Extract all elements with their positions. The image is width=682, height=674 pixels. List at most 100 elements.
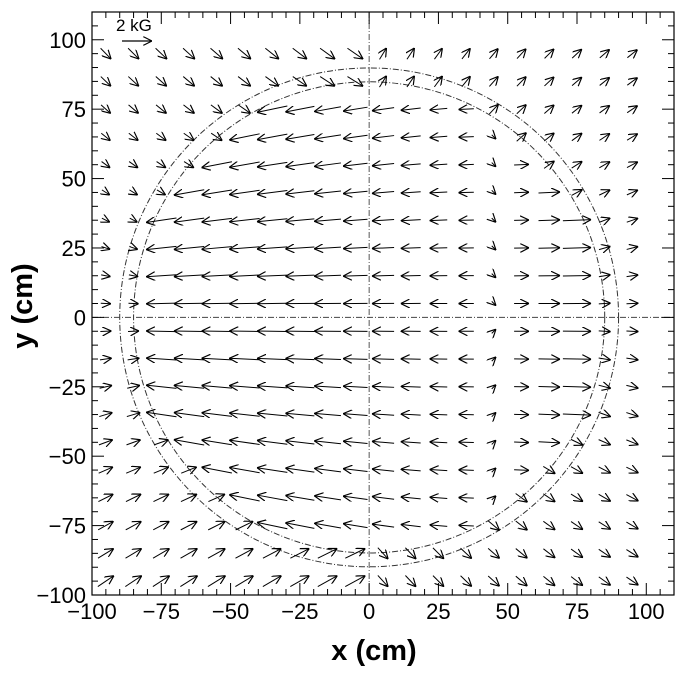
- field-arrow: [562, 414, 591, 415]
- field-arrow: [343, 219, 368, 221]
- field-arrow: [544, 49, 554, 59]
- field-arrow: [571, 105, 582, 113]
- field-arrow: [538, 387, 561, 388]
- field-arrow: [599, 49, 610, 57]
- field-arrow: [458, 137, 474, 138]
- field-arrow: [285, 441, 315, 444]
- field-arrow: [130, 218, 138, 222]
- field-arrow: [229, 495, 260, 502]
- x-tick-label: 25: [426, 599, 450, 624]
- field-arrow: [237, 104, 250, 114]
- field-arrow: [543, 161, 554, 168]
- field-arrow: [516, 77, 526, 87]
- field-arrow: [153, 494, 169, 501]
- field-arrow: [562, 275, 591, 276]
- field-arrow: [102, 190, 110, 195]
- field-arrow: [257, 440, 288, 444]
- field-arrow: [401, 108, 421, 110]
- field-arrow: [460, 547, 472, 559]
- field-arrow: [314, 275, 341, 276]
- field-arrow: [562, 248, 591, 249]
- field-arrow: [462, 76, 471, 87]
- field-arrow: [401, 497, 421, 499]
- field-arrow: [127, 358, 140, 360]
- field-arrow: [265, 76, 278, 87]
- field-arrow: [372, 386, 395, 387]
- field-arrow: [626, 440, 638, 445]
- field-arrow: [405, 575, 416, 586]
- field-arrow: [285, 275, 315, 276]
- field-arrow: [377, 575, 388, 586]
- field-arrow: [155, 133, 166, 140]
- field-arrow: [257, 275, 288, 276]
- field-arrow: [207, 521, 225, 531]
- field-arrow: [570, 494, 583, 501]
- field-arrow: [492, 385, 496, 389]
- field-arrow: [314, 107, 342, 112]
- field-arrow: [372, 192, 395, 194]
- field-arrow: [562, 386, 591, 387]
- field-arrow: [155, 76, 167, 87]
- x-tick-label: −75: [143, 599, 180, 624]
- field-arrow: [202, 190, 232, 195]
- field-arrow: [488, 104, 498, 115]
- field-arrow: [543, 548, 555, 558]
- field-arrow: [257, 413, 288, 416]
- field-arrow: [257, 162, 288, 167]
- field-arrow: [407, 48, 414, 60]
- field-arrow: [515, 575, 528, 586]
- field-arrow: [401, 386, 421, 387]
- field-arrow: [235, 549, 253, 559]
- field-arrow: [487, 547, 499, 558]
- field-arrow: [343, 469, 368, 472]
- field-arrow: [458, 525, 474, 526]
- field-arrow: [492, 274, 496, 278]
- field-arrow: [229, 467, 260, 472]
- field-arrow: [430, 220, 448, 221]
- field-arrow: [257, 105, 288, 112]
- field-arrow: [487, 575, 499, 586]
- field-arrow: [343, 524, 368, 528]
- field-arrow: [202, 358, 232, 360]
- field-arrow: [290, 576, 309, 587]
- field-arrow: [174, 303, 205, 304]
- field-arrow: [514, 164, 529, 165]
- field-arrow: [460, 575, 472, 587]
- field-arrow: [285, 163, 315, 167]
- field-arrow: [626, 134, 638, 140]
- field-arrow: [430, 525, 448, 527]
- field-arrow: [229, 275, 260, 276]
- field-arrow: [571, 49, 582, 58]
- field-arrow: [125, 576, 141, 587]
- field-arrow: [598, 440, 611, 445]
- field-arrow: [543, 466, 555, 473]
- field-arrow: [102, 162, 111, 168]
- field-arrow: [515, 520, 528, 530]
- field-arrow: [343, 163, 368, 166]
- field-arrow: [99, 385, 113, 388]
- field-arrow: [314, 191, 342, 194]
- field-arrow: [343, 359, 368, 360]
- field-arrow: [257, 247, 288, 249]
- y-tick-label: −100: [36, 583, 86, 608]
- field-arrow: [285, 219, 315, 222]
- field-arrow: [401, 220, 421, 221]
- field-arrow: [102, 218, 110, 222]
- field-arrow: [538, 248, 561, 249]
- field-arrow: [127, 47, 139, 59]
- reference-guides: [92, 12, 674, 595]
- field-arrow: [570, 467, 583, 474]
- field-arrow: [401, 248, 421, 249]
- field-arrow: [265, 47, 279, 59]
- field-arrow: [598, 303, 611, 304]
- field-arrow: [237, 76, 251, 87]
- field-arrow: [183, 162, 194, 168]
- field-arrow: [257, 386, 288, 388]
- field-arrow: [430, 136, 448, 137]
- field-arrow: [514, 470, 529, 471]
- field-arrow: [543, 133, 554, 141]
- field-arrow: [430, 414, 448, 415]
- field-arrow: [202, 303, 232, 304]
- field-arrow: [372, 524, 395, 527]
